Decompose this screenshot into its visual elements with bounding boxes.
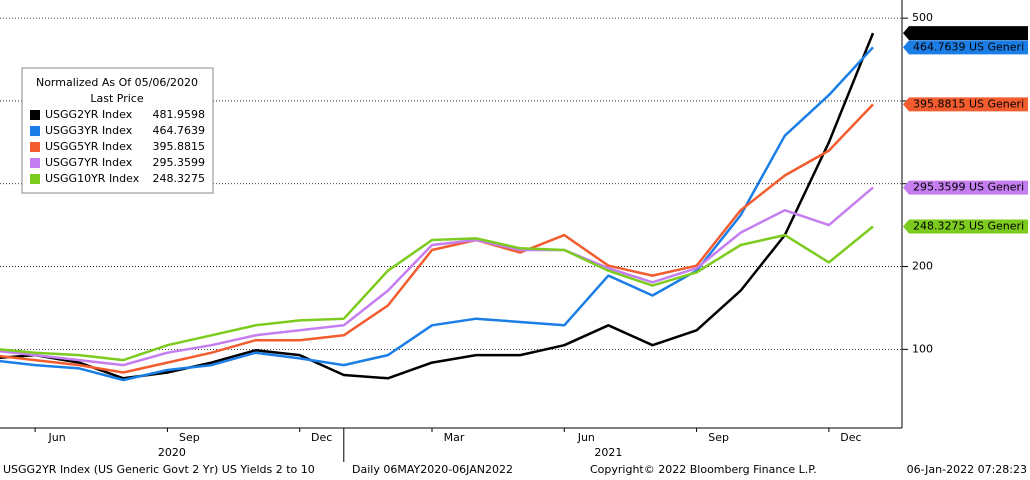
legend-swatch xyxy=(30,142,40,152)
x-tick-label: Dec xyxy=(840,431,861,444)
lines xyxy=(0,32,875,382)
legend-label: USGG7YR Index xyxy=(45,156,133,169)
value-tag-label: 395.8815 US Generi xyxy=(913,97,1024,110)
x-tick-label: Jun xyxy=(577,431,595,444)
y-tick-label: 100 xyxy=(912,342,933,355)
value-tag-label: 248.3275 US Generi xyxy=(913,220,1024,233)
y-tick-label: 200 xyxy=(912,260,933,273)
legend-swatch xyxy=(30,174,40,184)
legend-label: USGG5YR Index xyxy=(45,140,133,153)
x-tick-label: Sep xyxy=(708,431,729,444)
legend-value: 464.7639 xyxy=(153,124,206,137)
value-tag xyxy=(903,26,1028,41)
legend-title: Normalized As Of 05/06/2020 xyxy=(36,76,198,89)
x-tick-label: Dec xyxy=(311,431,332,444)
value-tag xyxy=(903,40,1028,55)
x-tick-label: Mar xyxy=(444,431,465,444)
y-tick-label: 500 xyxy=(912,11,933,24)
value-tag-label: 481.9598 US Generi xyxy=(913,26,1024,39)
legend-value: 295.3599 xyxy=(153,156,206,169)
value-tag xyxy=(903,97,1028,112)
legend-swatch xyxy=(30,126,40,136)
legend-swatch xyxy=(30,110,40,120)
x-tick-label: Sep xyxy=(179,431,200,444)
year-label: 2020 xyxy=(158,446,186,459)
value-tag-label: 295.3599 US Generi xyxy=(913,181,1024,194)
footer-time: 06-Jan-2022 07:28:23 xyxy=(907,463,1027,476)
legend-swatch xyxy=(30,158,40,168)
legend-value: 248.3275 xyxy=(153,172,206,185)
legend-label: USGG3YR Index xyxy=(45,124,133,137)
year-label: 2021 xyxy=(594,446,622,459)
x-tick-label: Jun xyxy=(48,431,66,444)
footer: USGG2YR Index (US Generic Govt 2 Yr) US … xyxy=(3,463,1027,476)
value-tag-label: 464.7639 US Generi xyxy=(913,40,1024,53)
legend-value: 481.9598 xyxy=(153,108,206,121)
value-tag xyxy=(903,180,1028,195)
footer-range: Daily 06MAY2020-06JAN2022 xyxy=(352,463,513,476)
legend-value: 395.8815 xyxy=(153,140,206,153)
grid: 100 200 500 Jun Sep Dec Mar Jun Sep Dec 2020 2021 xyxy=(0,11,933,462)
series-line xyxy=(0,225,874,362)
series-line xyxy=(0,46,874,382)
legend-subtitle: Last Price xyxy=(90,92,143,105)
series-line xyxy=(0,186,874,367)
legend-box xyxy=(21,67,214,194)
footer-copyright: Copyright© 2022 Bloomberg Finance L.P. xyxy=(590,463,817,476)
series-line xyxy=(0,103,874,374)
legend-label: USGG10YR Index xyxy=(45,172,140,185)
footer-left: USGG2YR Index (US Generic Govt 2 Yr) US … xyxy=(3,463,315,476)
legend-label: USGG2YR Index xyxy=(45,108,133,121)
legend: Normalized As Of 05/06/2020 Last Price U… xyxy=(21,67,214,194)
value-tag xyxy=(903,219,1028,234)
